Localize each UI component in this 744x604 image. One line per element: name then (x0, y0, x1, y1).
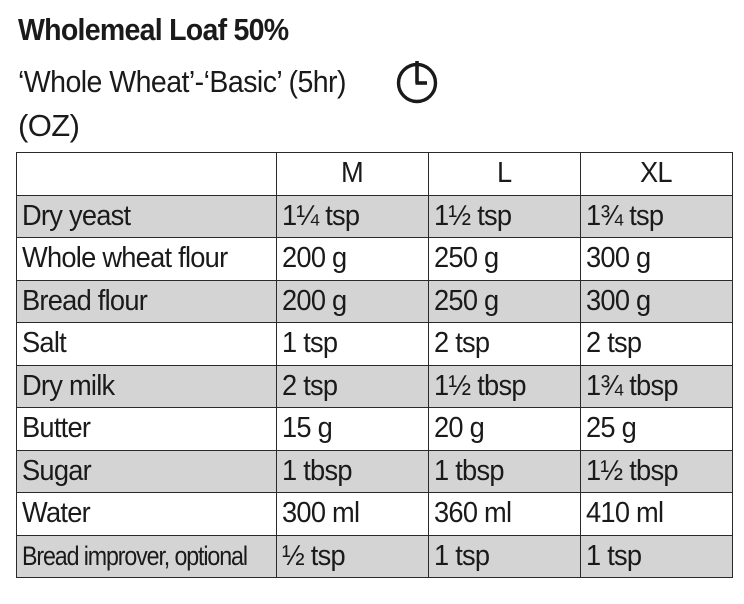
timer-icon (396, 61, 438, 104)
amount-m-cell: 200 g (276, 279, 429, 323)
table-row: Dry milk 2 tsp 1½ tbsp 1¾ tbsp (16, 364, 733, 408)
column-header-l: L (428, 152, 581, 196)
ingredient-cell: Bread flour (16, 279, 277, 323)
amount-m-cell: 1¼ tsp (276, 194, 429, 238)
amount-xl-cell: 2 tsp (580, 322, 733, 366)
amount-l-cell: 1½ tbsp (428, 364, 581, 408)
amount-xl-cell: 410 ml (580, 492, 733, 536)
amount-l-cell: 250 g (428, 279, 581, 323)
program-subtitle: ‘Whole Wheat’-‘Basic’ (5hr) (18, 64, 347, 99)
amount-l-cell: 2 tsp (428, 322, 581, 366)
amount-m-cell: 1 tbsp (276, 449, 429, 493)
amount-l-cell: 1 tsp (428, 534, 581, 578)
table-row: Butter 15 g 20 g 25 g (16, 407, 733, 451)
amount-l-cell: 20 g (428, 407, 581, 451)
amount-m-cell: ½ tsp (276, 534, 429, 578)
unit-label: (OZ) (18, 108, 80, 143)
ingredient-cell: Bread improver, optional (16, 534, 277, 578)
amount-l-cell: 360 ml (428, 492, 581, 536)
amount-m-cell: 1 tsp (276, 322, 429, 366)
amount-xl-cell: 1½ tbsp (580, 449, 733, 493)
ingredient-cell: Salt (16, 322, 277, 366)
table-header-row: M L XL (16, 152, 733, 196)
amount-m-cell: 2 tsp (276, 364, 429, 408)
amount-xl-cell: 300 g (580, 237, 733, 281)
amount-xl-cell: 300 g (580, 279, 733, 323)
table-row: Bread flour 200 g 250 g 300 g (16, 279, 733, 323)
ingredient-cell: Water (16, 492, 277, 536)
table-row: Bread improver, optional ½ tsp 1 tsp 1 t… (16, 534, 733, 578)
column-header-xl: XL (580, 152, 733, 196)
ingredient-cell: Dry yeast (16, 194, 277, 238)
ingredient-cell: Sugar (16, 449, 277, 493)
program-subtitle-row: ‘Whole Wheat’-‘Basic’ (5hr) (18, 60, 374, 104)
table-row: Salt 1 tsp 2 tsp 2 tsp (16, 322, 733, 366)
ingredients-table: M L XL Dry yeast 1¼ tsp 1½ tsp 1¾ tsp Wh… (16, 152, 733, 578)
table-row: Whole wheat flour 200 g 250 g 300 g (16, 237, 733, 281)
ingredient-cell: Dry milk (16, 364, 277, 408)
amount-xl-cell: 1 tsp (580, 534, 733, 578)
ingredient-cell: Whole wheat flour (16, 237, 277, 281)
amount-xl-cell: 1¾ tbsp (580, 364, 733, 408)
column-header-m: M (276, 152, 429, 196)
amount-xl-cell: 25 g (580, 407, 733, 451)
column-header-ingredient (16, 152, 277, 196)
amount-l-cell: 1½ tsp (428, 194, 581, 238)
amount-m-cell: 300 ml (276, 492, 429, 536)
table-row: Dry yeast 1¼ tsp 1½ tsp 1¾ tsp (16, 194, 733, 238)
table-row: Water 300 ml 360 ml 410 ml (16, 492, 733, 536)
amount-m-cell: 15 g (276, 407, 429, 451)
amount-l-cell: 1 tbsp (428, 449, 581, 493)
amount-l-cell: 250 g (428, 237, 581, 281)
ingredient-cell: Butter (16, 407, 277, 451)
table-row: Sugar 1 tbsp 1 tbsp 1½ tbsp (16, 449, 733, 493)
amount-xl-cell: 1¾ tsp (580, 194, 733, 238)
amount-m-cell: 200 g (276, 237, 429, 281)
recipe-title: Wholemeal Loaf 50% (18, 12, 289, 47)
